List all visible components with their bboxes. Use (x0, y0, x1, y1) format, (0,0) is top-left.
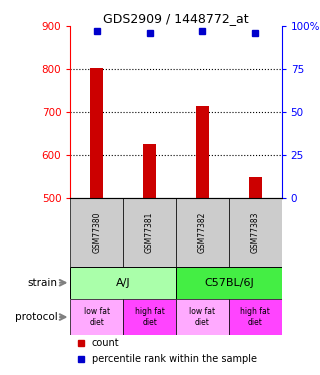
Bar (70, 198, 123, 267)
Bar (70, 299, 123, 335)
Text: GSM77382: GSM77382 (198, 211, 207, 253)
Bar (123, 198, 176, 267)
Bar (176, 198, 229, 267)
Bar (123, 299, 176, 335)
Bar (249, 177, 262, 198)
Bar (176, 299, 229, 335)
Text: C57BL/6J: C57BL/6J (204, 278, 254, 288)
Bar (229, 299, 282, 335)
Text: A/J: A/J (116, 278, 131, 288)
Text: percentile rank within the sample: percentile rank within the sample (92, 354, 257, 364)
Text: high fat
diet: high fat diet (135, 308, 164, 327)
Bar (143, 144, 156, 198)
Bar (196, 106, 209, 198)
Text: low fat
diet: low fat diet (84, 308, 110, 327)
Text: high fat
diet: high fat diet (240, 308, 270, 327)
Text: strain: strain (28, 278, 58, 288)
Text: GSM77380: GSM77380 (92, 211, 101, 253)
Bar (90, 68, 103, 198)
Bar (176, 267, 282, 299)
Text: count: count (92, 338, 119, 348)
Bar (229, 198, 282, 267)
Text: low fat
diet: low fat diet (189, 308, 215, 327)
Bar (70, 267, 176, 299)
Text: GSM77381: GSM77381 (145, 211, 154, 253)
Text: protocol: protocol (15, 312, 58, 322)
Text: GSM77383: GSM77383 (251, 211, 260, 253)
Title: GDS2909 / 1448772_at: GDS2909 / 1448772_at (103, 12, 249, 25)
